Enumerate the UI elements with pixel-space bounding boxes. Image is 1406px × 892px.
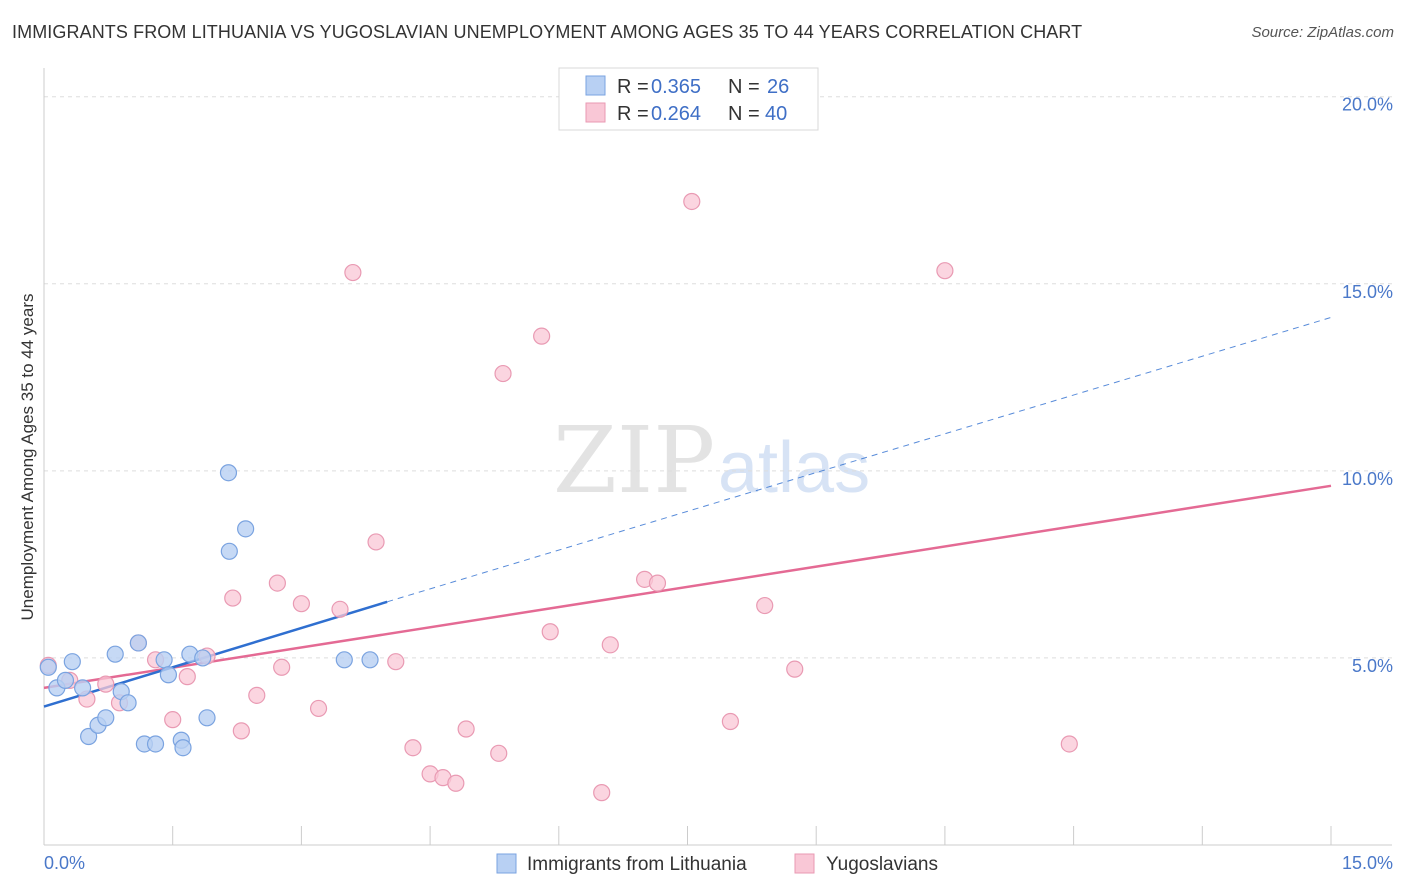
point-yugoslavians: [248, 686, 266, 704]
bottom-legend-swatch-blue: [496, 853, 517, 874]
point-lithuania: [198, 709, 216, 727]
point-lithuania: [219, 464, 238, 482]
point-yugoslavians: [331, 600, 349, 618]
point-yugoslavians: [494, 364, 512, 383]
series-lithuania: [39, 464, 379, 757]
point-lithuania: [119, 694, 137, 712]
trend-line-yugoslavians: [43, 484, 1332, 690]
point-lithuania: [129, 634, 147, 652]
watermark-atlas: atlas: [718, 428, 870, 508]
x-ticks: [172, 826, 1332, 845]
point-yugoslavians: [273, 658, 291, 676]
point-yugoslavians: [164, 711, 182, 729]
x-tick-label-min: 0.0%: [44, 853, 85, 873]
x-tick-label-max: 15.0%: [1342, 853, 1393, 873]
bottom-legend: Immigrants from Lithuania Yugoslavians: [496, 853, 938, 875]
legend-swatch-blue: [585, 75, 606, 96]
point-lithuania: [194, 649, 212, 667]
point-yugoslavians: [593, 784, 611, 802]
point-yugoslavians: [97, 675, 115, 693]
point-yugoslavians: [224, 589, 242, 607]
point-yugoslavians: [721, 712, 740, 731]
point-yugoslavians: [756, 596, 774, 615]
point-yugoslavians: [541, 623, 559, 641]
y-tick-label-10: 10.0%: [1342, 469, 1393, 489]
series-yugoslavians: [39, 192, 1078, 802]
point-lithuania: [74, 679, 92, 697]
point-yugoslavians: [490, 744, 508, 762]
point-lithuania: [335, 651, 353, 669]
legend-n-value-blue: 26: [767, 76, 789, 98]
point-lithuania: [220, 542, 238, 560]
bottom-legend-swatch-pink: [794, 853, 815, 874]
point-yugoslavians: [232, 722, 250, 740]
trend-line-lithuania: [43, 600, 388, 708]
y-tick-label-5: 5.0%: [1352, 656, 1393, 676]
y-tick-labels: 5.0% 10.0% 15.0% 20.0%: [1342, 95, 1393, 676]
bottom-legend-label-blue: Immigrants from Lithuania: [527, 854, 747, 875]
legend-r-label-pink: R =: [617, 103, 649, 125]
watermark-zip: ZIP: [553, 407, 715, 514]
gridlines: [44, 96, 1392, 659]
chart-source: Source: ZipAtlas.com: [1251, 24, 1394, 41]
point-yugoslavians: [268, 574, 286, 592]
y-tick-label-15: 15.0%: [1342, 282, 1393, 302]
x-tick-labels: 0.0% 15.0%: [44, 853, 1393, 873]
legend-box: R = 0.365 N = 26 R = 0.264 N = 40: [558, 67, 819, 131]
point-lithuania: [39, 658, 57, 676]
legend-n-value-pink: 40: [765, 103, 787, 125]
point-yugoslavians: [447, 774, 465, 792]
point-lithuania: [97, 709, 115, 727]
point-yugoslavians: [648, 574, 667, 592]
point-yugoslavians: [601, 636, 619, 654]
point-lithuania: [63, 653, 81, 671]
point-yugoslavians: [178, 668, 196, 686]
bottom-legend-label-pink: Yugoslavians: [826, 854, 938, 875]
point-yugoslavians: [786, 660, 804, 678]
point-yugoslavians: [1060, 735, 1078, 753]
point-lithuania: [361, 651, 379, 669]
point-lithuania: [106, 645, 124, 663]
point-yugoslavians: [457, 720, 475, 738]
point-lithuania: [155, 651, 173, 669]
point-yugoslavians: [404, 739, 422, 757]
legend-r-label-blue: R =: [617, 76, 649, 98]
y-axis-label: Unemployment Among Ages 35 to 44 years: [18, 294, 37, 621]
legend-swatch-pink: [585, 102, 606, 123]
point-yugoslavians: [292, 595, 310, 613]
point-lithuania: [146, 735, 165, 753]
point-yugoslavians: [367, 533, 385, 551]
legend-n-label-pink: N =: [728, 103, 760, 125]
point-lithuania: [80, 727, 98, 746]
point-yugoslavians: [344, 263, 362, 282]
chart-title: IMMIGRANTS FROM LITHUANIA VS YUGOSLAVIAN…: [12, 22, 1083, 42]
point-yugoslavians: [533, 327, 551, 345]
point-lithuania: [174, 739, 192, 757]
point-yugoslavians: [309, 699, 328, 718]
point-yugoslavians: [683, 192, 701, 211]
legend-r-value-pink: 0.264: [651, 103, 701, 125]
y-tick-label-20: 20.0%: [1342, 95, 1393, 115]
legend-n-label-blue: N =: [728, 76, 760, 98]
point-lithuania: [237, 520, 255, 538]
legend-r-value-blue: 0.365: [651, 76, 701, 98]
axes: [43, 68, 1392, 846]
point-lithuania: [56, 671, 75, 689]
point-yugoslavians: [387, 653, 405, 671]
point-yugoslavians: [936, 262, 954, 280]
point-lithuania: [159, 666, 178, 684]
